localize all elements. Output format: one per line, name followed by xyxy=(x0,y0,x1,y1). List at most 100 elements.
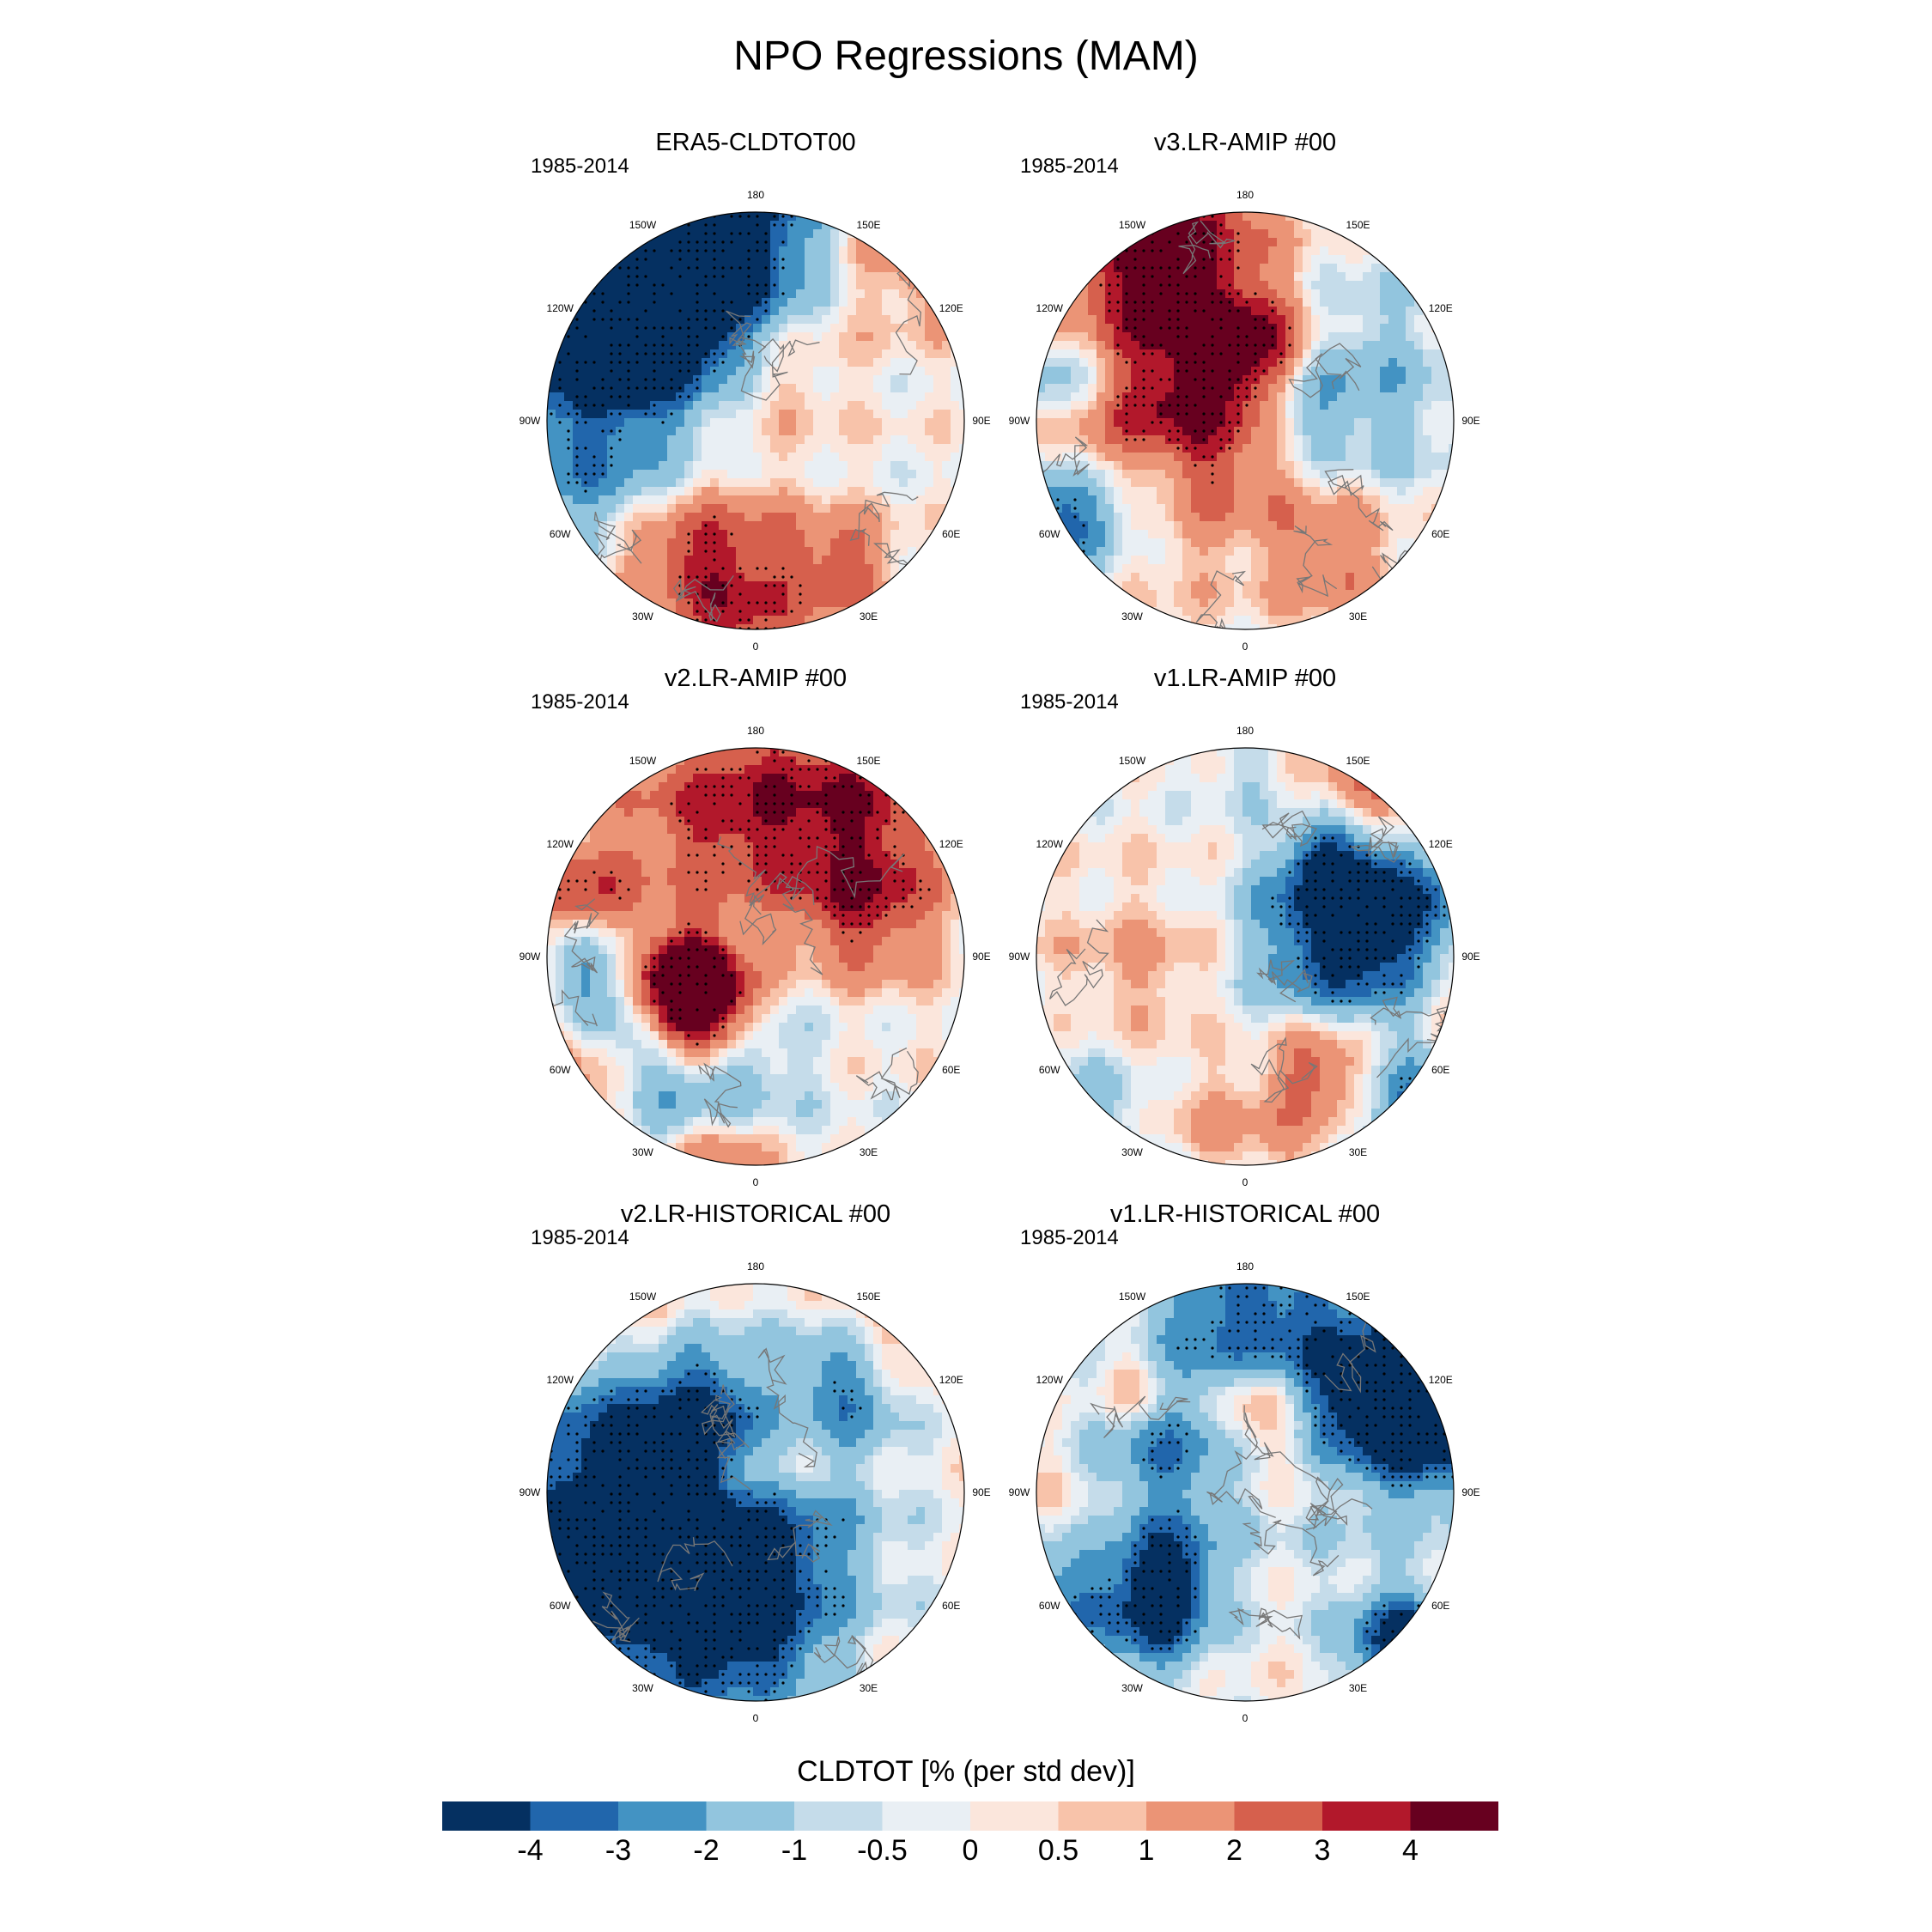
longitude-label: 90W xyxy=(1008,1486,1030,1498)
polar-map-panel: ERA5-CLDTOT00 1985-2014 180 150E 120E 90E 60E 3… xyxy=(515,129,996,661)
longitude-label: 150E xyxy=(1346,755,1370,768)
polar-map-panel: v2.LR-AMIP #00 1985-2014 180 150E 120E 90E 60E… xyxy=(515,665,996,1197)
longitude-label: 180 xyxy=(1236,1261,1255,1273)
longitude-label: 30E xyxy=(1348,1145,1368,1158)
longitude-label: 0 xyxy=(1242,641,1249,653)
colorbar-swatch xyxy=(618,1801,707,1831)
longitude-label: 150W xyxy=(1118,219,1146,232)
longitude-label: 180 xyxy=(746,189,765,201)
polar-map xyxy=(1036,211,1455,630)
colorbar-swatch xyxy=(1146,1801,1235,1831)
longitude-label: 30E xyxy=(859,1681,878,1694)
longitude-label: 0 xyxy=(752,1176,759,1188)
polar-map xyxy=(546,747,965,1166)
panel-title: v1.LR-AMIP #00 xyxy=(1153,665,1337,692)
longitude-label: 180 xyxy=(1236,725,1255,737)
panel-period: 1985-2014 xyxy=(1020,1226,1119,1249)
colorbar-title: CLDTOT [% (per std dev)] xyxy=(797,1755,1135,1788)
colorbar-swatch xyxy=(1410,1801,1498,1831)
polar-map-panel: v1.LR-HISTORICAL #00 1985-2014 180 150E 120E… xyxy=(1005,1200,1485,1733)
longitude-label: 180 xyxy=(1236,189,1255,201)
longitude-label: 60W xyxy=(1038,1599,1060,1612)
longitude-label: 30W xyxy=(1121,610,1143,623)
colorbar xyxy=(442,1801,1498,1831)
polar-map xyxy=(546,1283,965,1702)
polar-map-panel: v3.LR-AMIP #00 1985-2014 180 150E 120E 90E 60E… xyxy=(1005,129,1485,661)
longitude-label: 90E xyxy=(1461,1486,1480,1498)
colorbar-tick-label: 0.5 xyxy=(1037,1834,1079,1867)
colorbar-swatch xyxy=(1234,1801,1323,1831)
longitude-label: 150E xyxy=(1346,219,1370,232)
longitude-label: 90W xyxy=(1008,951,1030,963)
longitude-label: 150W xyxy=(629,755,657,768)
longitude-label: 120W xyxy=(1036,837,1063,850)
longitude-label: 90E xyxy=(1461,415,1480,427)
longitude-label: 120W xyxy=(1036,1373,1063,1386)
longitude-label: 0 xyxy=(752,1712,759,1724)
longitude-label: 60E xyxy=(1431,1599,1450,1612)
longitude-label: 180 xyxy=(746,1261,765,1273)
colorbar-swatch xyxy=(530,1801,619,1831)
longitude-label: 60W xyxy=(549,527,571,540)
longitude-label: 90E xyxy=(972,1486,991,1498)
map-boundary xyxy=(1036,211,1455,630)
longitude-label: 30E xyxy=(1348,610,1368,623)
longitude-label: 30W xyxy=(632,1681,653,1694)
map-boundary xyxy=(546,747,965,1166)
longitude-label: 60W xyxy=(1038,527,1060,540)
panel-period: 1985-2014 xyxy=(1020,155,1119,178)
longitude-label: 120E xyxy=(1428,837,1453,850)
colorbar-swatch xyxy=(794,1801,883,1831)
colorbar-tick-label: 2 xyxy=(1226,1834,1242,1867)
figure-title: NPO Regressions (MAM) xyxy=(733,33,1199,79)
colorbar-tick-label: 0 xyxy=(962,1834,979,1867)
longitude-label: 150W xyxy=(629,219,657,232)
longitude-label: 120W xyxy=(1036,301,1063,314)
longitude-label: 120E xyxy=(939,301,963,314)
map-boundary xyxy=(546,211,965,630)
panel-period: 1985-2014 xyxy=(531,155,629,178)
longitude-label: 60W xyxy=(549,1063,571,1076)
panel-title: v3.LR-AMIP #00 xyxy=(1153,129,1337,156)
longitude-label: 0 xyxy=(1242,1712,1249,1724)
map-boundary xyxy=(1036,747,1455,1166)
colorbar-swatch xyxy=(1058,1801,1147,1831)
longitude-label: 60W xyxy=(549,1599,571,1612)
longitude-label: 60E xyxy=(942,527,961,540)
longitude-label: 120E xyxy=(1428,1373,1453,1386)
colorbar-tick-label: -4 xyxy=(517,1834,544,1867)
panel-period: 1985-2014 xyxy=(1020,690,1119,714)
longitude-label: 60E xyxy=(942,1599,961,1612)
panel-title: ERA5-CLDTOT00 xyxy=(655,129,856,156)
longitude-label: 90E xyxy=(1461,951,1480,963)
map-boundary xyxy=(1036,1283,1455,1702)
longitude-label: 120W xyxy=(546,301,574,314)
longitude-label: 0 xyxy=(752,641,759,653)
panel-period: 1985-2014 xyxy=(531,690,629,714)
longitude-label: 30W xyxy=(632,1145,653,1158)
longitude-label: 150W xyxy=(1118,1291,1146,1303)
polar-map xyxy=(1036,747,1455,1166)
polar-map-panel: v2.LR-HISTORICAL #00 1985-2014 180 150E 120E… xyxy=(515,1200,996,1733)
longitude-label: 30E xyxy=(859,1145,878,1158)
colorbar-tick-label: -1 xyxy=(781,1834,808,1867)
longitude-label: 120E xyxy=(939,1373,963,1386)
panel-title: v2.LR-HISTORICAL #00 xyxy=(620,1200,891,1228)
longitude-label: 120W xyxy=(546,837,574,850)
longitude-label: 30E xyxy=(859,610,878,623)
longitude-label: 120E xyxy=(1428,301,1453,314)
longitude-label: 180 xyxy=(746,725,765,737)
panel-title: v1.LR-HISTORICAL #00 xyxy=(1109,1200,1381,1228)
longitude-label: 30W xyxy=(632,610,653,623)
longitude-label: 150W xyxy=(1118,755,1146,768)
colorbar-tick-label: 3 xyxy=(1314,1834,1331,1867)
longitude-label: 90W xyxy=(519,951,541,963)
polar-map xyxy=(546,211,965,630)
colorbar-swatch xyxy=(970,1801,1059,1831)
longitude-label: 90E xyxy=(972,951,991,963)
colorbar-swatch xyxy=(706,1801,795,1831)
panel-period: 1985-2014 xyxy=(531,1226,629,1249)
longitude-label: 0 xyxy=(1242,1176,1249,1188)
longitude-label: 60E xyxy=(942,1063,961,1076)
longitude-label: 60E xyxy=(1431,527,1450,540)
